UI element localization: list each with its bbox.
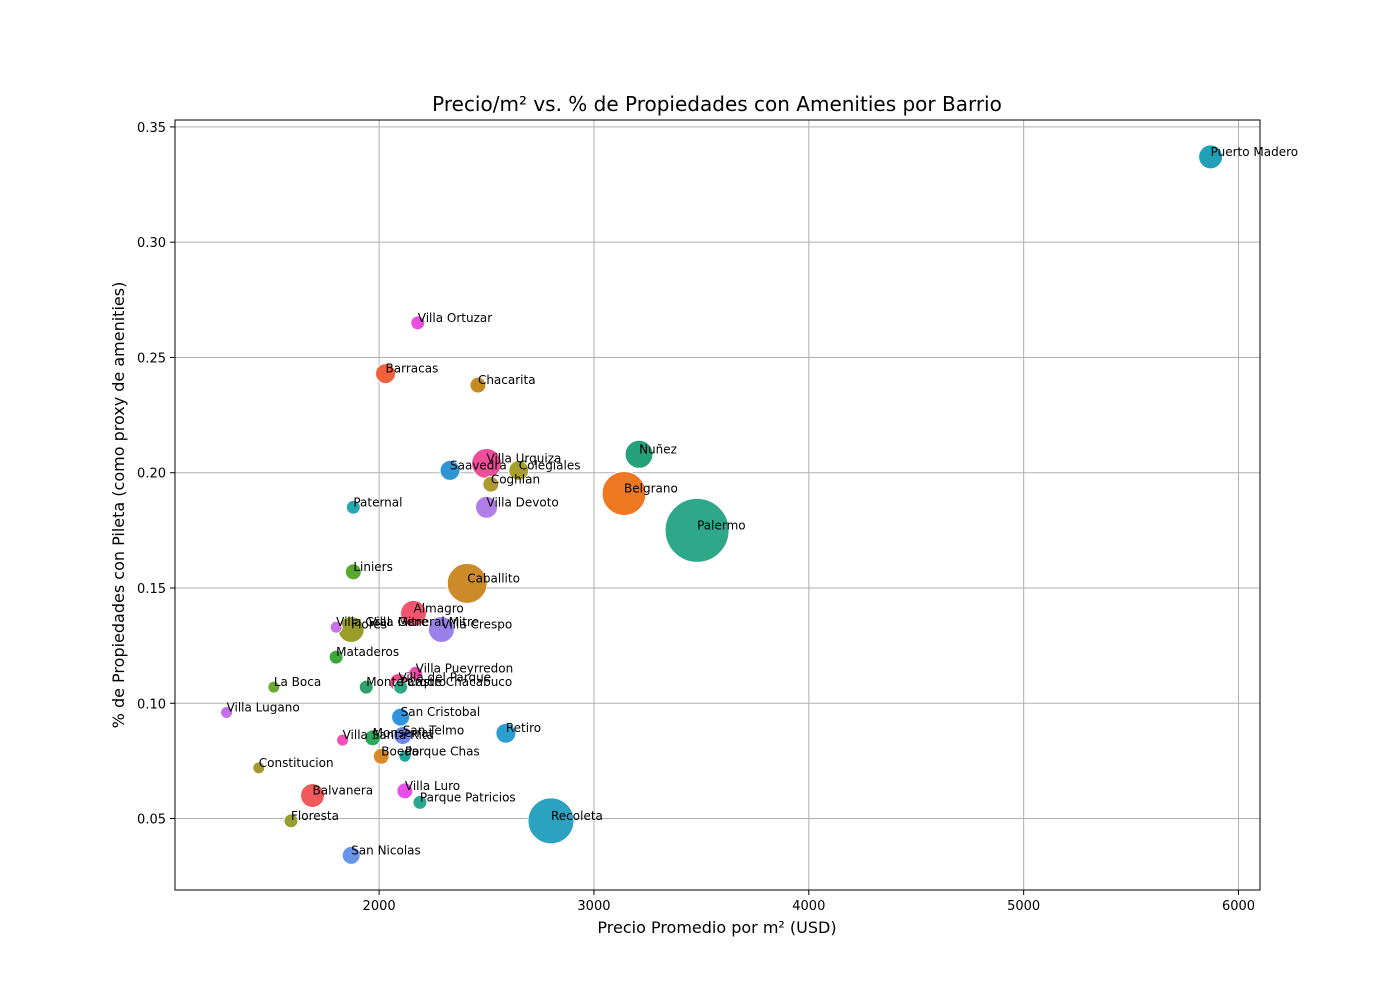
label-paternal: Paternal xyxy=(353,495,402,509)
point-parque-chacabuco xyxy=(393,679,409,695)
point-liniers xyxy=(344,563,362,581)
chart-title: Precio/m² vs. % de Propiedades con Ameni… xyxy=(432,92,1002,116)
x-tick-label: 4000 xyxy=(792,899,825,914)
label-puerto-madero: Puerto Madero xyxy=(1211,145,1299,159)
point-monte-castro xyxy=(358,679,374,695)
label-villa-luro: Villa Luro xyxy=(405,779,460,793)
label-barracas: Barracas xyxy=(386,362,439,376)
point-barracas xyxy=(375,363,397,385)
label-san-telmo: San Telmo xyxy=(403,724,464,738)
y-tick-label: 0.20 xyxy=(137,467,166,482)
label-monserrat: Monserrat xyxy=(373,726,434,740)
point-floresta xyxy=(283,813,299,829)
point-paternal xyxy=(345,499,361,515)
x-axis-label: Precio Promedio por m² (USD) xyxy=(597,918,836,937)
label-recoleta: Recoleta xyxy=(551,809,603,823)
point-villa-luro xyxy=(396,782,414,800)
label-san-cristobal: San Cristobal xyxy=(401,705,481,719)
label-palermo: Palermo xyxy=(697,518,746,532)
point-villa-pueyrredon xyxy=(408,665,424,681)
point-caballito xyxy=(446,562,488,604)
point-mataderos xyxy=(328,649,344,665)
label-belgrano: Belgrano xyxy=(624,481,678,495)
label-la-boca: La Boca xyxy=(274,675,321,689)
y-tick-label: 0.35 xyxy=(137,121,166,136)
label-saavedra: Saavedra xyxy=(450,458,507,472)
point-parque-chas xyxy=(398,749,412,763)
point-villa-devoto xyxy=(475,495,499,519)
point-balvanera xyxy=(300,782,326,808)
point-la-boca xyxy=(267,680,281,694)
point-chacarita xyxy=(469,376,487,394)
label-caballito: Caballito xyxy=(467,571,520,585)
point-recoleta xyxy=(527,797,575,845)
point-monserrat xyxy=(364,729,382,747)
label-villa-urquiza: Villa Urquiza xyxy=(487,452,562,466)
grid xyxy=(175,120,1260,890)
label-colegiales: Colegiales xyxy=(519,458,581,472)
label-villa-lugano: Villa Lugano xyxy=(227,700,300,714)
y-tick-label: 0.15 xyxy=(137,582,166,597)
label-boedo: Boedo xyxy=(381,744,419,758)
label-villa-crespo: Villa Crespo xyxy=(441,617,512,631)
y-tick-label: 0.10 xyxy=(137,697,166,712)
label-villa-del-parque: Villa del Parque xyxy=(398,671,491,685)
point-villa-santa-rita xyxy=(336,733,350,747)
point-san-nicolas xyxy=(341,845,361,865)
label-floresta: Floresta xyxy=(291,809,339,823)
label-san-nicolas: San Nicolas xyxy=(351,843,421,857)
point-villa-gral-mitre xyxy=(329,620,343,634)
label-villa-pueyrredon: Villa Pueyrredon xyxy=(416,661,514,675)
label-parque-chacabuco: Parque Chacabuco xyxy=(401,675,513,689)
point-boedo xyxy=(372,747,390,765)
label-liniers: Liniers xyxy=(353,560,393,574)
label-monte-castro: Monte Castro xyxy=(366,675,446,689)
point-almagro xyxy=(399,599,427,627)
label-villa-santa-rita: Villa Santa Rita xyxy=(343,728,434,742)
y-tick-label: 0.05 xyxy=(137,813,166,828)
y-tick-label: 0.30 xyxy=(137,236,166,251)
label-parque-chas: Parque Chas xyxy=(405,744,480,758)
point-constitucion xyxy=(252,761,266,775)
plot-frame xyxy=(174,119,1261,891)
y-tick-label: 0.25 xyxy=(137,351,166,366)
point-labels: Puerto Madero Villa Ortuzar Barracas Chacar… xyxy=(227,145,1299,858)
label-villa-ortuzar: Villa Ortuzar xyxy=(418,311,492,325)
label-villa-gral-mitre: Villa Gral. Mitre xyxy=(336,615,428,629)
y-axis-label: % de Propiedades con Pileta (como proxy … xyxy=(109,282,128,729)
point-villa-lugano xyxy=(220,705,234,719)
label-balvanera: Balvanera xyxy=(313,783,374,797)
point-nu-ez xyxy=(624,439,654,469)
point-colegiales xyxy=(508,459,530,481)
point-palermo xyxy=(664,497,730,563)
x-tick-label: 2000 xyxy=(363,899,396,914)
point-coghlan xyxy=(482,475,500,493)
label-chacarita: Chacarita xyxy=(478,373,536,387)
label-mataderos: Mataderos xyxy=(336,645,399,659)
point-san-cristobal xyxy=(391,707,411,727)
point-parque-patricios xyxy=(412,794,428,810)
label-constitucion: Constitucion xyxy=(259,756,334,770)
axis-ticks: 2000 3000 4000 5000 6000 0.05 0.10 0.15 0.20 0.25… xyxy=(137,121,1255,914)
x-tick-label: 5000 xyxy=(1007,899,1040,914)
point-villa-crespo xyxy=(427,615,455,643)
point-san-telmo xyxy=(393,726,413,746)
label-villa-devoto: Villa Devoto xyxy=(487,495,559,509)
x-tick-label: 6000 xyxy=(1222,899,1255,914)
label-parque-patricios: Parque Patricios xyxy=(420,790,516,804)
label-almagro: Almagro xyxy=(413,601,463,615)
point-saavedra xyxy=(439,459,461,481)
point-belgrano xyxy=(601,470,647,516)
label-villa-general-mitre: Villa General Mitre xyxy=(368,615,479,629)
label-nu-ez: Nuñez xyxy=(639,442,677,456)
point-puerto-madero xyxy=(1198,144,1224,170)
label-retiro: Retiro xyxy=(506,721,541,735)
point-villa-ortuzar xyxy=(410,315,426,331)
label-flores: Flores xyxy=(351,617,387,631)
point-retiro xyxy=(495,722,517,744)
x-tick-label: 3000 xyxy=(577,899,610,914)
label-coghlan: Coghlan xyxy=(491,472,540,486)
data-points xyxy=(220,144,1224,865)
